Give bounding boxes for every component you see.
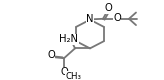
Text: O: O [60, 67, 68, 77]
Text: O: O [113, 13, 121, 23]
Text: O: O [47, 50, 55, 60]
Text: CH₃: CH₃ [65, 72, 81, 80]
Text: O: O [105, 3, 112, 13]
Text: H₂N: H₂N [60, 34, 79, 44]
Text: N: N [86, 14, 94, 24]
